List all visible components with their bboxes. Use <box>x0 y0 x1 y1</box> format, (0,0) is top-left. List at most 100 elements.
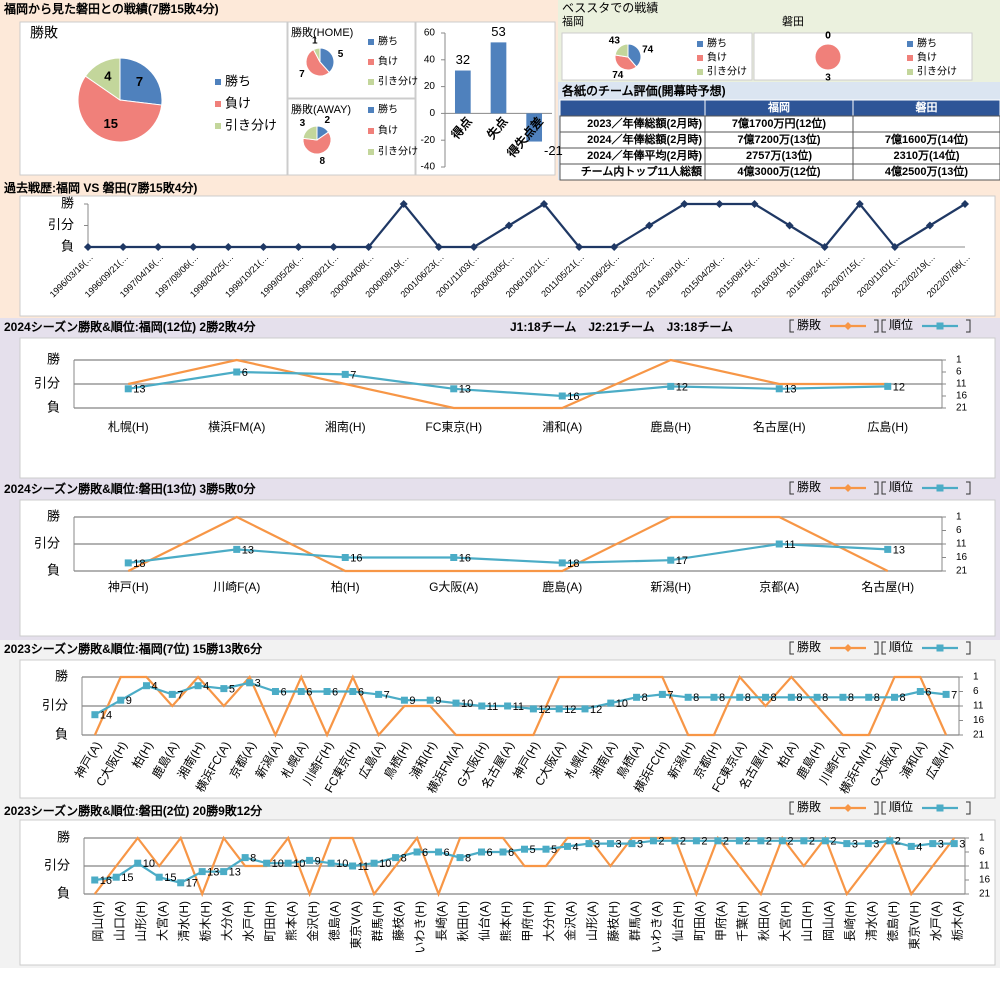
rank-marker <box>864 840 872 848</box>
rank-label: 8 <box>745 692 751 704</box>
rank-label: 12 <box>590 704 602 716</box>
x-tick-label: 山口(H) <box>800 901 814 942</box>
x-tick-label: いわき(H) <box>413 901 427 954</box>
rank-label: 2 <box>658 836 664 848</box>
rank-marker <box>478 848 486 856</box>
y2-tick-label: 1 <box>979 833 985 844</box>
rank-label: 10 <box>293 858 305 870</box>
rank-label: 2 <box>787 836 793 848</box>
y2-tick-label: 6 <box>973 686 979 697</box>
rank-label: 16 <box>350 552 362 564</box>
bar-value: -21 <box>544 143 563 158</box>
rank-label: 8 <box>250 853 256 865</box>
rank-label: 10 <box>272 858 284 870</box>
rank-label: 3 <box>615 839 621 851</box>
y-tick-label: -20 <box>421 135 436 146</box>
legend-marker <box>936 484 944 492</box>
x-tick-label: 仙台(A) <box>477 901 492 941</box>
rank-marker <box>787 693 795 701</box>
point-marker <box>785 221 794 230</box>
rank-label: 9 <box>409 695 415 707</box>
bar <box>454 70 471 114</box>
pie-label: 15 <box>104 116 118 131</box>
y2-tick-label: 11 <box>979 861 990 872</box>
x-tick-label: 藤枝(H) <box>607 901 621 942</box>
rank-label: 2 <box>766 836 772 848</box>
rank-label: 10 <box>143 858 155 870</box>
rank-label: 10 <box>461 698 473 710</box>
pie-label: 8 <box>319 156 325 167</box>
x-tick-label: 栃木(H) <box>198 901 212 942</box>
chart-title: 2023シーズン勝敗&順位:磐田(2位) 20勝9敗12分 <box>4 803 263 818</box>
pie-slice <box>302 131 332 155</box>
rank-label: 12 <box>676 381 688 393</box>
x-tick-label: 鹿島(H) <box>650 419 691 434</box>
x-tick-label: 町田(H) <box>263 901 277 942</box>
x-tick-label: 徳島(A) <box>326 901 341 941</box>
chart-title: 福岡 <box>562 14 584 28</box>
rank-marker <box>775 540 783 548</box>
legend-label: 勝敗 <box>797 639 821 654</box>
rank-label: 18 <box>567 558 579 570</box>
rank-label: 17 <box>676 555 688 567</box>
legend-bracket <box>881 801 886 815</box>
point-marker <box>364 243 373 251</box>
rank-label: 3 <box>938 839 944 851</box>
legend-swatch <box>697 41 703 47</box>
rank-marker <box>891 693 899 701</box>
legend-swatch <box>368 107 374 113</box>
rank-marker <box>778 837 786 845</box>
rank-marker <box>198 868 206 876</box>
y2-tick-label: 6 <box>956 525 962 536</box>
rank-marker <box>452 699 460 707</box>
y-tick-label: 引分 <box>42 697 68 712</box>
x-tick-label: 柏(H) <box>331 579 360 594</box>
x-tick-label: 秋田(H) <box>456 901 470 942</box>
x-tick-label: 山形(H) <box>134 901 148 942</box>
rank-marker <box>865 693 873 701</box>
legend-label: 負け <box>225 95 251 110</box>
legend-marker <box>844 644 852 652</box>
legend-bracket <box>789 801 794 815</box>
x-tick-label: 神戸(H) <box>108 579 149 594</box>
table-cell-text: 2310万(14位) <box>893 148 959 162</box>
rank-label: 8 <box>465 853 471 865</box>
rank-label: 9 <box>315 855 321 867</box>
chart-box <box>753 32 973 81</box>
y2-tick-label: 16 <box>956 552 968 563</box>
pie-label: 43 <box>609 36 621 47</box>
point-marker <box>750 200 759 208</box>
x-tick-label: 仙台(H) <box>670 901 685 942</box>
rank-label: 10 <box>336 858 348 870</box>
rank-label: 4 <box>916 841 922 853</box>
series-line <box>128 542 888 565</box>
pie-label: 0 <box>825 31 831 42</box>
x-tick-label: 金沢(A) <box>564 901 578 941</box>
x-tick-label: 大宮(H) <box>778 901 793 942</box>
rank-marker <box>757 837 765 845</box>
legend-label: 引き分け <box>378 76 418 88</box>
rank-marker <box>884 545 892 553</box>
pie-slice <box>84 57 121 101</box>
rank-label: 12 <box>564 704 576 716</box>
rank-marker <box>413 848 421 856</box>
rank-marker <box>884 382 892 390</box>
point-marker <box>961 200 969 208</box>
y-tick-label: 0 <box>429 108 435 119</box>
x-tick-label: 甲府(H) <box>521 901 535 942</box>
legend-label: 勝ち <box>378 35 398 48</box>
table-cell-text: 2024／年俸平均(2月時) <box>587 148 702 162</box>
rank-label: 2 <box>830 836 836 848</box>
rank-marker <box>529 705 537 713</box>
x-tick-label: 水戸(H) <box>241 901 255 942</box>
rank-marker <box>155 873 163 881</box>
rank-marker <box>692 837 700 845</box>
pie-label: 7 <box>136 74 143 89</box>
y-tick-label: 負 <box>55 726 68 741</box>
y2-tick-label: 21 <box>956 566 968 577</box>
chart-title: 過去戦歴:福岡 VS 磐田(7勝15敗4分) <box>4 180 197 195</box>
rank-label: 4 <box>203 681 209 693</box>
y2-tick-label: 11 <box>956 379 967 390</box>
series-line <box>93 835 956 898</box>
